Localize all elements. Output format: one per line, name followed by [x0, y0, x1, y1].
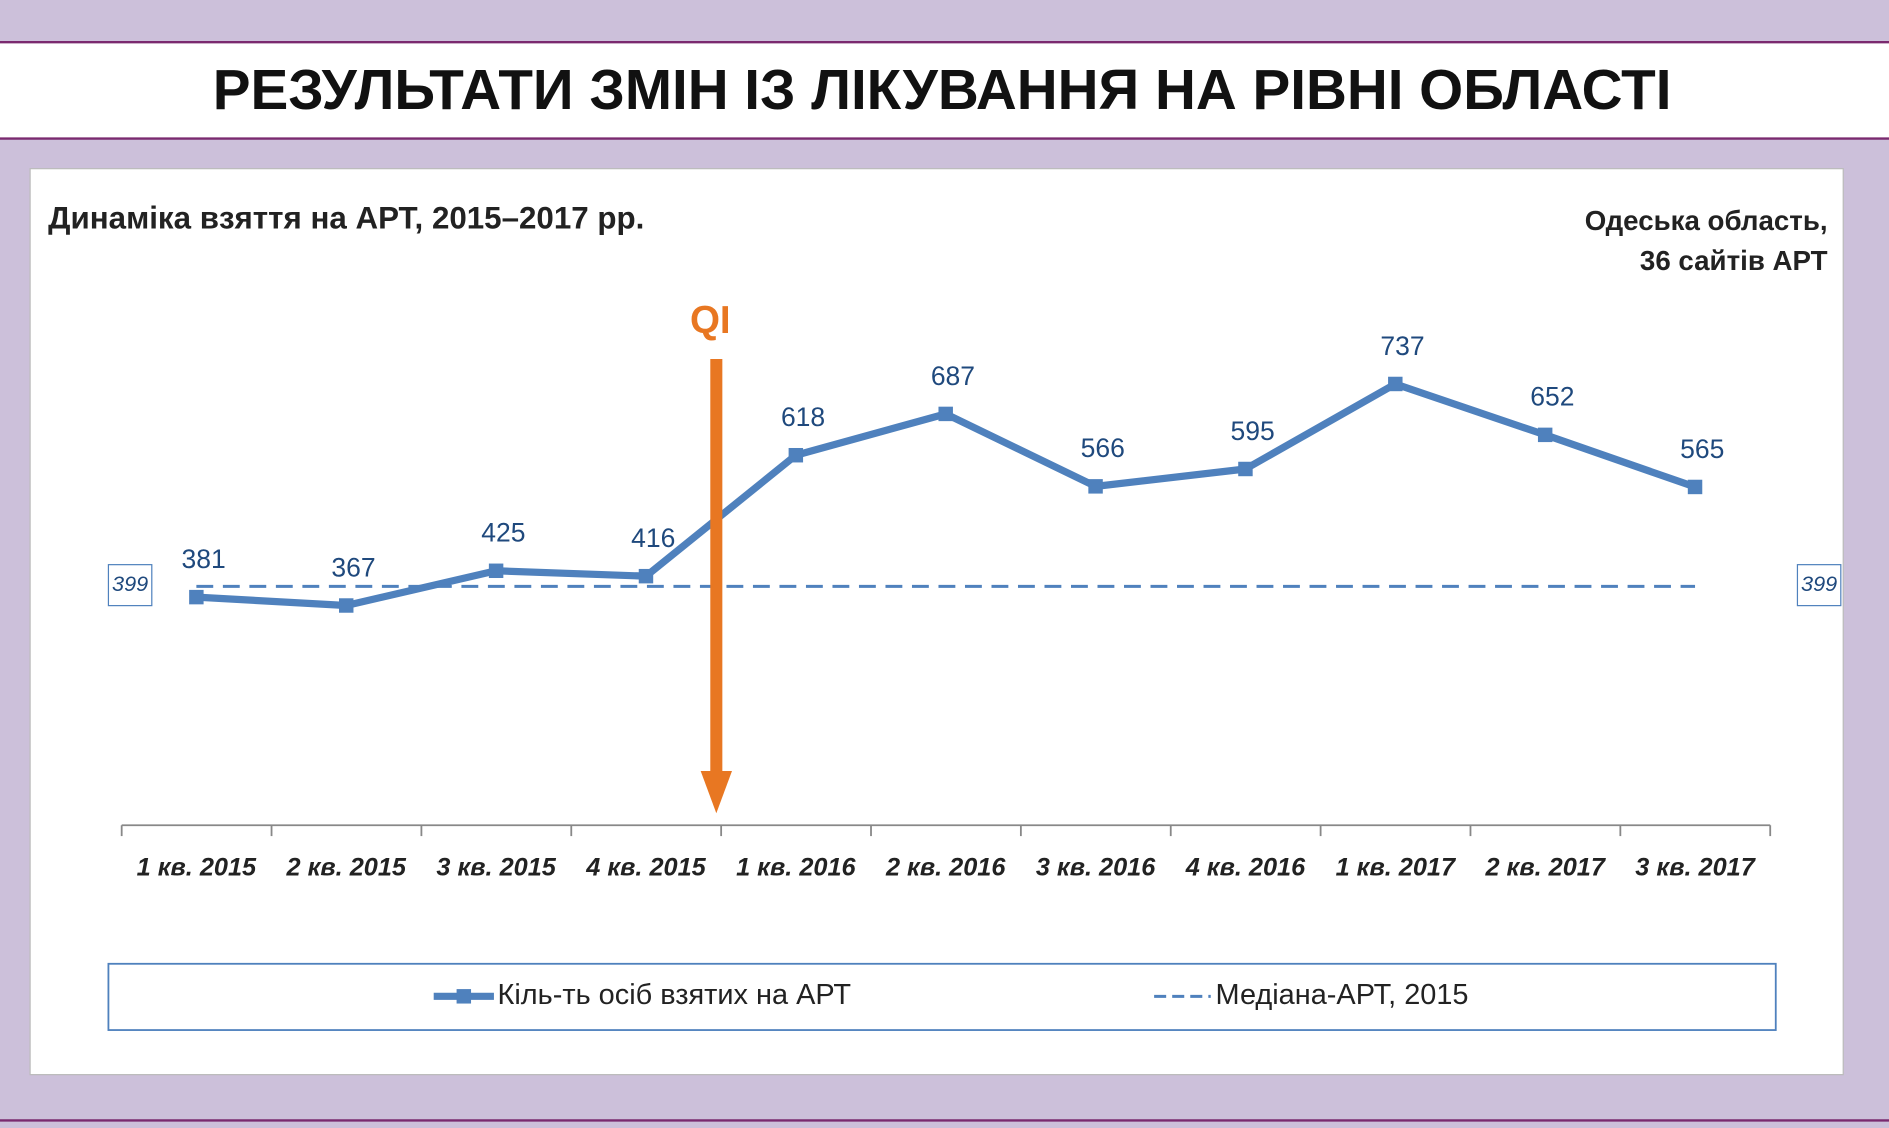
marker [1088, 479, 1103, 494]
x-tick-label: 3 кв. 2015 [436, 853, 556, 881]
x-tick-label: 3 кв. 2017 [1635, 853, 1756, 881]
data-label: 595 [1231, 416, 1275, 446]
marker [189, 589, 204, 605]
marker [488, 563, 504, 579]
data-label: 381 [181, 544, 225, 574]
x-tick-label: 3 кв. 2016 [1036, 853, 1156, 881]
x-tick-label: 2 кв. 2015 [286, 853, 407, 881]
data-label: 652 [1530, 382, 1574, 412]
marker [1238, 461, 1253, 477]
x-tick-label: 4 кв. 2016 [1185, 853, 1306, 881]
chart-panel [29, 168, 1844, 1076]
x-tick-label: 1 кв. 2017 [1336, 853, 1457, 881]
median-label-box [1796, 564, 1842, 607]
chart-title: Динаміка взяття на АРТ, 2015–2017 рр. [48, 201, 644, 236]
subtitle: Одеська область, [1585, 205, 1828, 236]
legend-label: Медіана-АРТ, 2015 [1216, 979, 1469, 1011]
marker [1687, 479, 1703, 495]
data-label: 687 [931, 361, 975, 391]
x-tick-label: 4 кв. 2015 [585, 853, 706, 881]
marker [1388, 376, 1403, 392]
marker [1537, 427, 1553, 443]
data-label: 416 [631, 523, 675, 553]
x-tick-label: 1 кв. 2016 [736, 853, 856, 881]
subtitle: 36 сайтів АРТ [1640, 245, 1828, 276]
data-label: 367 [331, 552, 375, 582]
x-tick-label: 2 кв. 2016 [885, 853, 1006, 881]
x-tick-label: 1 кв. 2015 [137, 853, 257, 881]
marker [938, 406, 953, 422]
data-label: 565 [1680, 434, 1724, 464]
median-label: 399 [1801, 571, 1837, 596]
title-band [0, 42, 1889, 139]
legend-label: Кіль-ть осіб взятих на АРТ [498, 979, 851, 1011]
annotation-arrowhead [700, 771, 732, 814]
annotation: QI [690, 299, 731, 342]
page-title: РЕЗУЛЬТАТИ ЗМІН ІЗ ЛІКУВАННЯ НА РІВНІ ОБ… [213, 58, 1672, 121]
data-label: 566 [1081, 433, 1125, 463]
marker [339, 598, 354, 613]
data-label: 618 [781, 402, 825, 432]
data-label: 425 [481, 518, 525, 548]
median-label: 399 [112, 571, 148, 596]
data-label: 737 [1380, 331, 1424, 361]
marker [788, 447, 804, 463]
x-tick-label: 2 кв. 2017 [1484, 853, 1606, 881]
legend-swatch-marker [456, 989, 472, 1004]
legend-box [107, 962, 1777, 1031]
marker [638, 568, 654, 584]
median-label-box [107, 564, 153, 607]
